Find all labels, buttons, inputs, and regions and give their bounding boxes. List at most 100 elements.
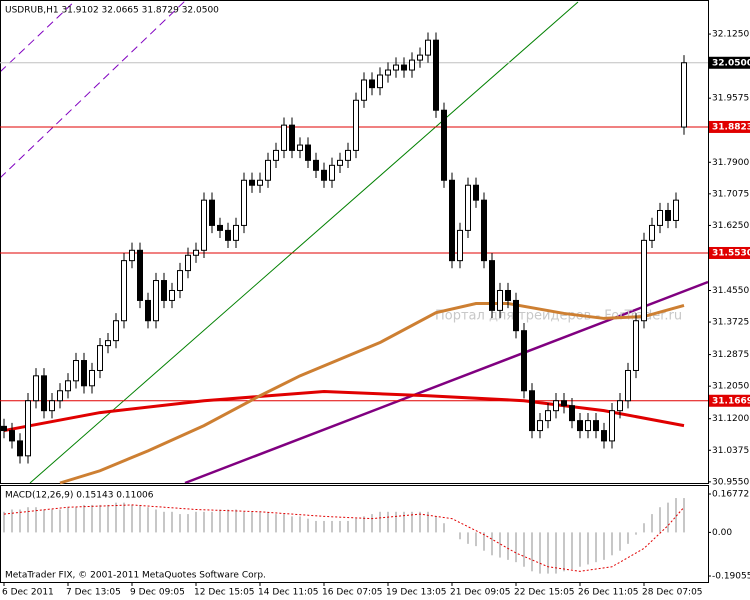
y-tick-label: 31.2875 [712, 350, 749, 360]
candle-body [513, 299, 519, 332]
candle-body [409, 59, 415, 71]
y-tick-label: 30.9550 [712, 477, 749, 487]
candle-body [473, 184, 479, 201]
candle-body [489, 260, 495, 311]
candle-body [337, 159, 343, 166]
y-tick-label: 31.4550 [712, 286, 749, 296]
price-label-box [709, 246, 750, 259]
moving-average [3, 390, 685, 433]
candle-body [65, 380, 71, 392]
candle-body [505, 289, 511, 301]
candle-body [185, 254, 191, 272]
candle-body [233, 224, 239, 241]
candle-body [249, 179, 255, 186]
x-tick-label: 9 Dec 09:05 [130, 588, 185, 598]
price-label-box [709, 120, 750, 133]
candle-body [9, 430, 15, 442]
candle-body [561, 400, 567, 407]
candle-body [377, 74, 383, 89]
candle-body [633, 320, 639, 371]
candle-body [497, 289, 503, 311]
candle-body [457, 229, 463, 262]
candle-body [433, 39, 439, 111]
candle-body [105, 340, 111, 347]
moving-average [59, 302, 685, 485]
main-panel-frame [0, 0, 709, 484]
candle-body [673, 199, 679, 221]
x-tick-label: 26 Dec 11:05 [578, 588, 639, 598]
candle-body [657, 209, 663, 226]
x-tick-label: 21 Dec 09:05 [450, 588, 511, 598]
y-tick-label: 31.9575 [712, 94, 749, 104]
candle-body [25, 400, 31, 457]
y-tick-label: 31.6250 [712, 221, 749, 231]
candle-body [121, 260, 127, 322]
candle-body [217, 224, 223, 231]
candle-body [97, 345, 103, 371]
candle-body [177, 270, 183, 291]
candle-body [49, 400, 55, 412]
macd-y-tick-label: -0.19055 [712, 572, 750, 582]
candle-body [361, 79, 367, 101]
candle-body [81, 360, 87, 387]
candle-body [225, 229, 231, 241]
price-label: 32.0500 [712, 58, 750, 68]
candle-body [537, 420, 543, 432]
candle-body [665, 209, 671, 221]
candle-body [625, 369, 631, 402]
candle-body [201, 199, 207, 251]
candle-body [569, 405, 575, 422]
candle-body [209, 199, 215, 226]
candle-body [137, 249, 143, 301]
y-tick-label: 31.2050 [712, 382, 749, 392]
candle-body [297, 144, 303, 151]
candle-body [193, 249, 199, 256]
x-tick-label: 28 Dec 07:05 [642, 588, 703, 598]
candle-body [73, 360, 79, 382]
drawings [0, 0, 709, 485]
candle-body [521, 330, 527, 392]
watermark: Портал для трейдеров - ForTrader.ru [435, 309, 682, 324]
candle-body [553, 400, 559, 412]
candle-body [1, 425, 7, 432]
macd-header: MACD(12,26,9) 0.15143 0.11006 [5, 491, 154, 501]
trend-line [29, 1, 579, 484]
candle-body [441, 109, 447, 181]
y-tick-label: 31.0375 [712, 446, 749, 456]
x-tick-label: 6 Dec 2011 [2, 588, 54, 598]
candle-body [273, 149, 279, 161]
candle-body [313, 159, 319, 171]
candle-body [681, 62, 687, 128]
candle-body [585, 420, 591, 432]
price-label: 31.5530 [712, 248, 750, 258]
candle-body [257, 179, 263, 186]
candle-body [17, 440, 23, 457]
candle-body [289, 124, 295, 151]
candle-body [481, 199, 487, 262]
candle-body [425, 39, 431, 56]
candle-body [529, 390, 535, 432]
price-label-box [709, 56, 750, 69]
x-tick-label: 22 Dec 15:05 [514, 588, 575, 598]
macd-signal [3, 504, 685, 572]
x-tick-label: 14 Dec 11:05 [258, 588, 319, 598]
candle-body [641, 239, 647, 322]
symbol-header: USDRUB,H1 31.9102 32.0665 31.8729 32.050… [5, 6, 219, 16]
y-tick-label: 32.1250 [712, 30, 749, 40]
candle-body [353, 99, 359, 151]
candle-body [169, 289, 175, 301]
candle-body [57, 390, 63, 402]
candle-body [89, 369, 95, 387]
candle-body [129, 249, 135, 262]
candle-body [401, 64, 407, 71]
candle-body [577, 420, 583, 432]
macd-y-tick-label: 0.16772 [712, 490, 749, 500]
candle-body [145, 299, 151, 322]
candle-body [417, 54, 423, 61]
candle-body [33, 375, 39, 402]
candle-body [329, 164, 335, 181]
macd-y-tick-label: 0.00 [712, 528, 732, 538]
candle-body [393, 64, 399, 71]
y-tick-label: 31.3725 [712, 318, 749, 328]
